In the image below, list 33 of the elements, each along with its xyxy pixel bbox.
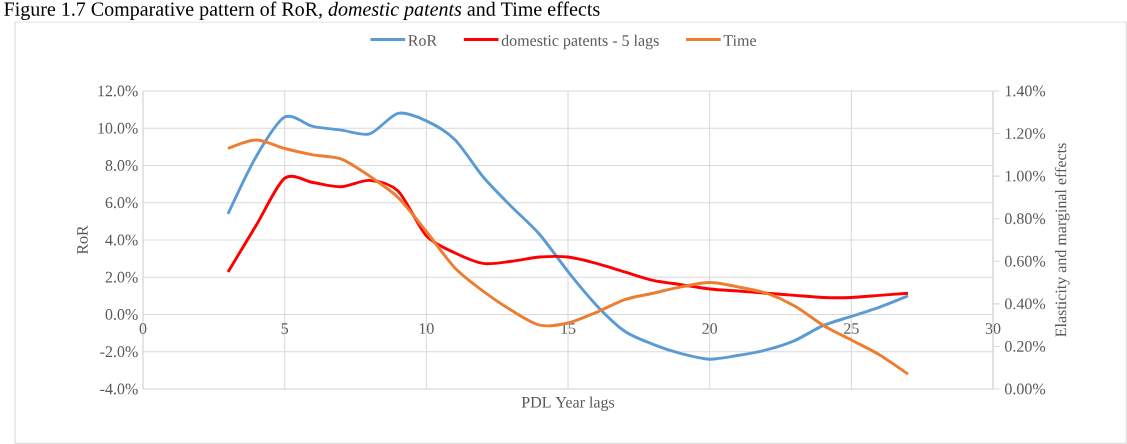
legend-label: Time <box>723 35 756 46</box>
y-tick-label: -4.0% <box>100 383 138 395</box>
y-tick-label: 10.0% <box>98 122 138 134</box>
line-series <box>226 175 910 300</box>
legend-label: RoR <box>408 35 438 46</box>
y2-tick-label: 1.40% <box>1005 85 1046 97</box>
line-series <box>226 111 910 361</box>
y-tick-label: 4.0% <box>105 234 138 246</box>
y2-tick-label: 1.00% <box>1005 170 1046 182</box>
y-tick-label: 12.0% <box>98 85 138 97</box>
y2-tick-label: 0.20% <box>1004 340 1046 352</box>
y-tick-label: -2.0% <box>100 346 138 358</box>
x-tick-label: 25 <box>844 323 859 334</box>
y-axis-title: RoR <box>77 225 88 255</box>
x-tick-label: 30 <box>985 323 1001 334</box>
x-tick-label: 20 <box>702 323 718 334</box>
y2-tick-label: 0.60% <box>1004 255 1046 267</box>
y-tick-label: 8.0% <box>105 160 138 171</box>
line-series <box>226 138 910 376</box>
y2-tick-label: 0.00% <box>1004 383 1046 395</box>
y-tick-label: 2.0% <box>105 271 138 283</box>
x-axis-title: PDL Year lags <box>521 396 615 411</box>
y-tick-label: 6.0% <box>105 197 138 209</box>
y2-tick-label: 1.20% <box>1005 128 1046 140</box>
chart-title: Figure 1.7 Comparative pattern of RoR, domestic patents and Time effects <box>4 1 600 20</box>
y-tick-label: 0.0% <box>105 309 138 320</box>
x-tick-label: 5 <box>281 323 289 334</box>
x-tick-label: 10 <box>419 323 434 334</box>
y2-tick-label: 0.40% <box>1004 298 1046 310</box>
x-tick-label: 0 <box>139 323 147 334</box>
y2-axis-title: Elasticity and marginal effects <box>1054 143 1070 337</box>
y2-tick-label: 0.80% <box>1004 213 1046 225</box>
legend-label: domestic patents - 5 lags <box>501 34 659 50</box>
